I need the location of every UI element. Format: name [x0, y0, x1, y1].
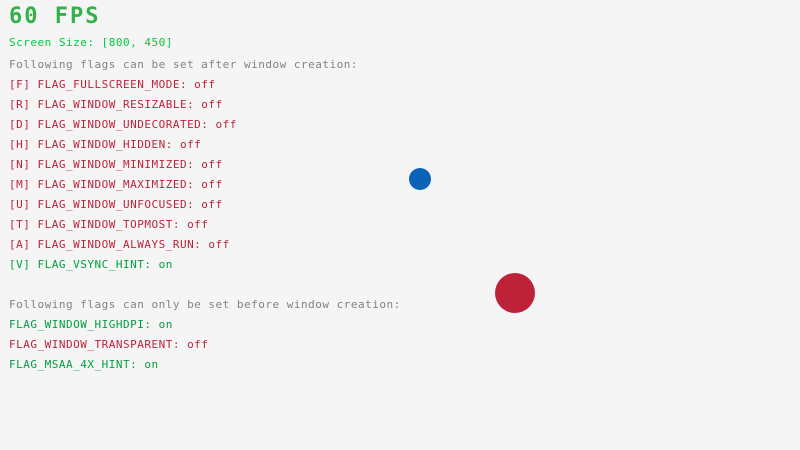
fps-counter: 60 FPS	[9, 4, 101, 29]
screen-size-label: Screen Size: [800, 450]	[9, 36, 173, 49]
flag-row-flag-vsync-hint[interactable]: [V] FLAG_VSYNC_HINT: on	[9, 258, 173, 271]
flag-row-flag-msaa-4x-hint[interactable]: FLAG_MSAA_4X_HINT: on	[9, 358, 159, 371]
flag-row-flag-window-undecorated[interactable]: [D] FLAG_WINDOW_UNDECORATED: off	[9, 118, 237, 131]
blue-ball-shape	[409, 168, 431, 190]
flag-row-flag-window-unfocused[interactable]: [U] FLAG_WINDOW_UNFOCUSED: off	[9, 198, 223, 211]
flag-row-flag-window-maximized[interactable]: [M] FLAG_WINDOW_MAXIMIZED: off	[9, 178, 223, 191]
section-heading-after-creation: Following flags can be set after window …	[9, 58, 359, 71]
flag-row-flag-window-minimized[interactable]: [N] FLAG_WINDOW_MINIMIZED: off	[9, 158, 223, 171]
section-heading-before-creation: Following flags can only be set before w…	[9, 298, 401, 311]
red-ball-shape	[495, 273, 535, 313]
flag-row-flag-window-resizable[interactable]: [R] FLAG_WINDOW_RESIZABLE: off	[9, 98, 223, 111]
flag-row-flag-window-transparent[interactable]: FLAG_WINDOW_TRANSPARENT: off	[9, 338, 209, 351]
flag-row-flag-window-topmost[interactable]: [T] FLAG_WINDOW_TOPMOST: off	[9, 218, 209, 231]
flag-row-flag-window-hidden[interactable]: [H] FLAG_WINDOW_HIDDEN: off	[9, 138, 202, 151]
flag-row-flag-window-always-run[interactable]: [A] FLAG_WINDOW_ALWAYS_RUN: off	[9, 238, 230, 251]
flag-row-flag-window-highdpi[interactable]: FLAG_WINDOW_HIGHDPI: on	[9, 318, 173, 331]
flag-row-flag-fullscreen-mode[interactable]: [F] FLAG_FULLSCREEN_MODE: off	[9, 78, 216, 91]
